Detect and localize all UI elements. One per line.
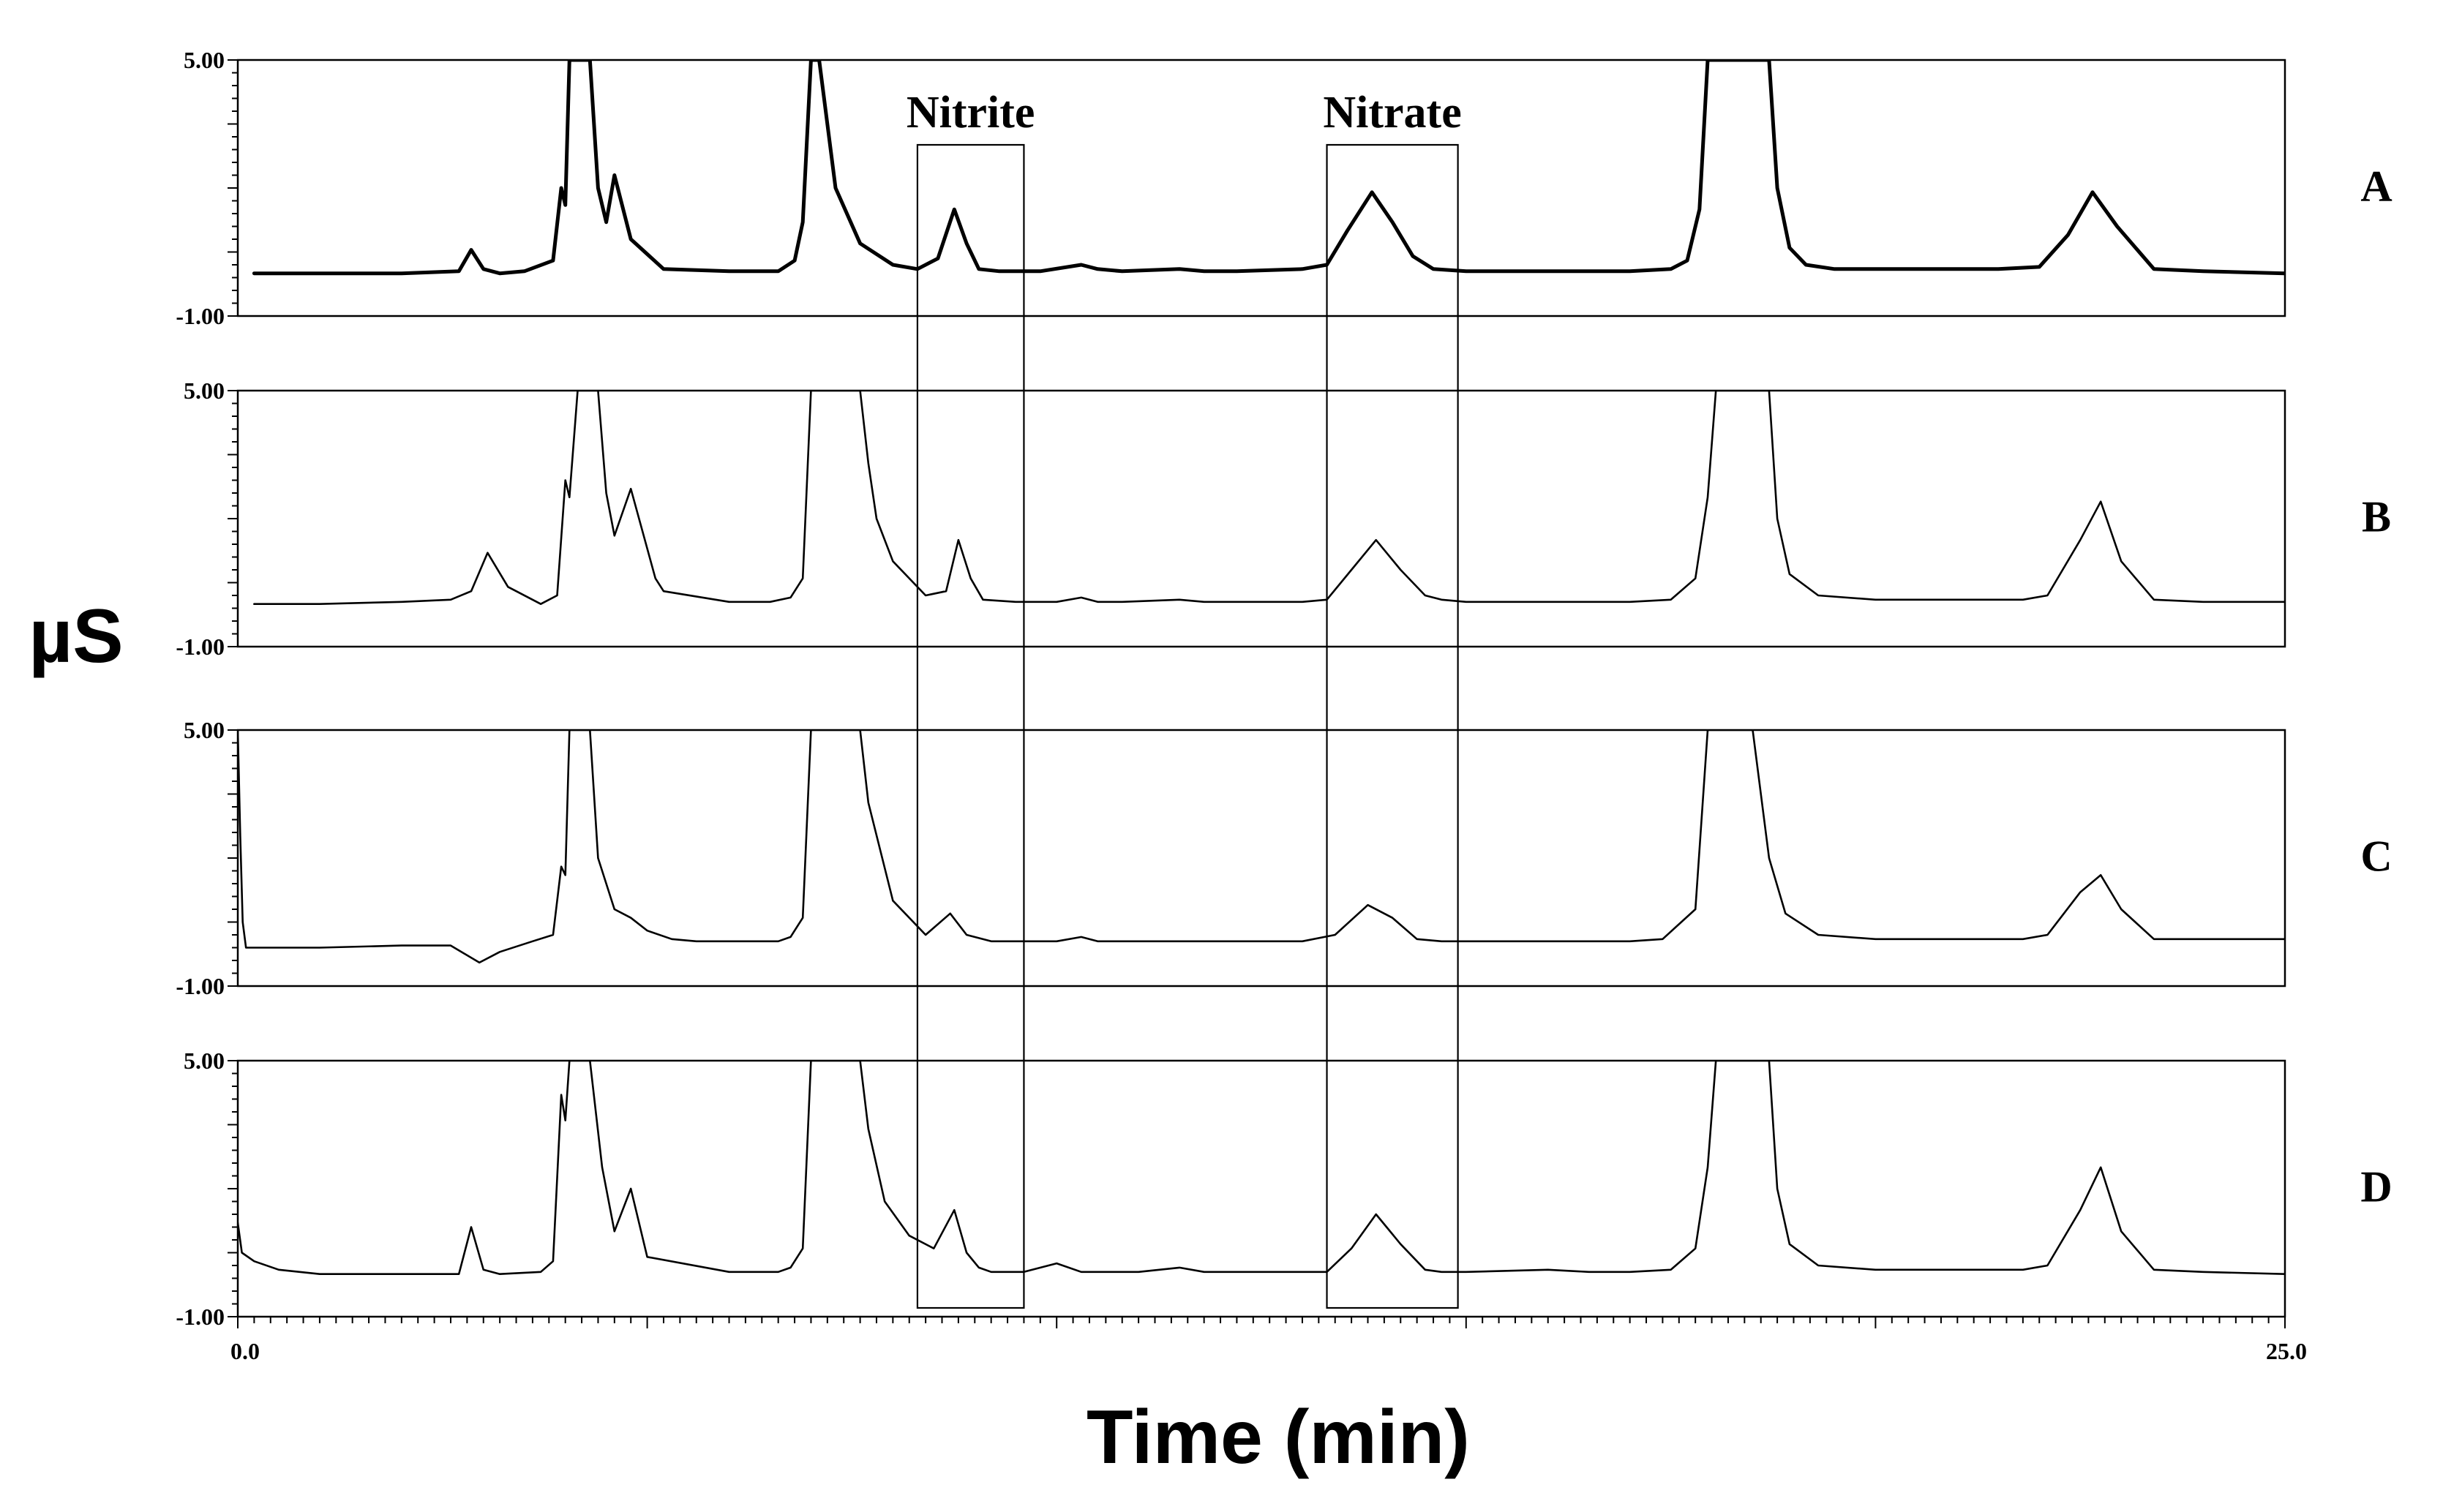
series-line-a [252,60,2285,276]
series-line-b [253,391,2285,606]
panel-c: 5.00 -1.00 C [176,717,2392,999]
panel-frame [236,729,2286,988]
annotation-nitrate: Nitrate [1323,88,1462,1309]
x-axis-title: Time (min) [1087,1395,1470,1480]
series-line-c [238,730,2285,964]
panel-label-c: C [2360,832,2392,881]
y-tick-label-bottom: -1.00 [176,973,225,999]
x-tick-label-start: 0.0 [230,1338,260,1364]
annotations-layer: Nitrite Nitrate [907,88,1462,1309]
annotation-box-nitrite [916,143,1025,1309]
y-tick-label-top: 5.00 [184,717,225,743]
annotation-nitrite: Nitrite [907,88,1035,1309]
annotation-label-nitrate: Nitrate [1323,88,1461,138]
annotation-box-nitrate [1326,143,1459,1309]
panel-label-a: A [2360,162,2392,211]
axes-layer: 0.0 25.0 Time (min) µS [29,594,2307,1480]
y-tick-label-top: 5.00 [184,377,225,404]
panel-label-b: B [2362,493,2391,541]
panel-a: 5.00 -1.00 A [176,47,2392,329]
panel-frame [236,1059,2286,1318]
annotation-label-nitrite: Nitrite [907,88,1035,138]
panel-label-d: D [2360,1163,2392,1211]
y-tick-label-bottom: -1.00 [176,633,225,660]
panel-frame [236,389,2286,648]
y-tick-label-top: 5.00 [184,47,225,73]
y-axis-title: µS [29,594,123,679]
panel-b: 5.00 -1.00 B [176,377,2391,660]
series-line-d [238,1061,2285,1275]
panel-d: 5.00 -1.00 D [176,1048,2392,1330]
x-tick-label-end: 25.0 [2266,1338,2307,1364]
panels-layer: 5.00 -1.00 A 5.00 -1.00 B 5.00 -1.00 C 5.00 -1.00 D [176,47,2392,1330]
y-tick-label-bottom: -1.00 [176,1304,225,1330]
y-tick-label-top: 5.00 [184,1048,225,1074]
panel-frame [236,59,2286,317]
y-tick-label-bottom: -1.00 [176,303,225,329]
